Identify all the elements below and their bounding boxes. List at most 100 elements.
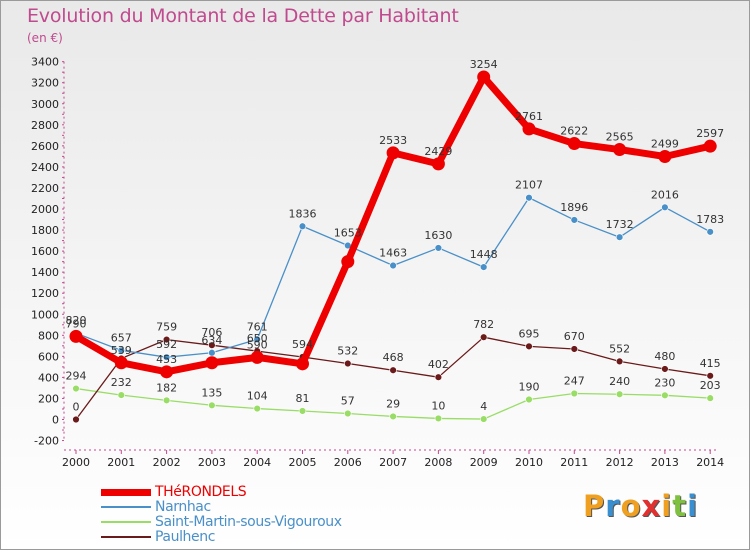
data-point-therondels xyxy=(703,139,717,153)
y-tick-label: -200 xyxy=(34,435,59,448)
y-tick-label: 3000 xyxy=(31,98,59,111)
y-tick-label: 2600 xyxy=(31,140,59,153)
data-label-narnhac: 634 xyxy=(201,334,222,347)
data-point-therondels xyxy=(69,329,83,343)
chart-title: Evolution du Montant de la Dette par Hab… xyxy=(27,5,459,27)
data-point-therondels xyxy=(386,146,400,160)
data-label-paulhenc: 782 xyxy=(473,318,494,331)
data-point-therondels xyxy=(296,357,309,371)
y-tick-label: 0 xyxy=(52,414,59,427)
data-point-paulhenc xyxy=(162,335,171,344)
data-label-saint-martin-sous-vigouroux: 247 xyxy=(564,375,585,388)
y-tick-label: 2200 xyxy=(31,182,59,195)
x-tick-label: 2006 xyxy=(334,456,362,469)
data-label-narnhac: 1783 xyxy=(696,213,724,226)
legend-label-narnhac: Narnhac xyxy=(155,499,211,515)
data-point-paulhenc xyxy=(480,333,488,341)
data-point-therondels xyxy=(114,356,128,370)
x-tick-label: 2000 xyxy=(62,456,90,469)
data-point-paulhenc xyxy=(208,341,216,349)
data-label-paulhenc: 670 xyxy=(564,330,585,343)
data-label-paulhenc: 759 xyxy=(156,321,177,334)
data-point-saint-martin-sous-vigouroux xyxy=(253,404,261,413)
data-point-narnhac xyxy=(117,346,126,355)
data-point-saint-martin-sous-vigouroux xyxy=(162,396,171,405)
data-point-paulhenc xyxy=(344,359,352,368)
data-point-saint-martin-sous-vigouroux xyxy=(434,414,443,423)
data-point-therondels xyxy=(431,157,445,171)
data-point-therondels xyxy=(205,356,219,370)
legend: THéRONDELS Narnhac Saint-Martin-sous-Vig… xyxy=(101,485,342,545)
data-label-saint-martin-sous-vigouroux: 190 xyxy=(519,381,540,394)
data-point-therondels xyxy=(160,365,174,379)
data-point-saint-martin-sous-vigouroux xyxy=(570,389,578,398)
data-point-therondels xyxy=(522,122,536,136)
data-label-narnhac: 657 xyxy=(111,331,132,344)
data-point-therondels xyxy=(341,255,355,269)
data-label-saint-martin-sous-vigouroux: 29 xyxy=(386,397,400,410)
y-tick-label: 3200 xyxy=(31,77,59,90)
y-tick-label: 400 xyxy=(38,371,59,384)
data-point-saint-martin-sous-vigouroux xyxy=(208,401,216,409)
data-label-narnhac: 1448 xyxy=(470,248,498,261)
x-tick-label: 2009 xyxy=(470,456,498,469)
logo-letter: t xyxy=(672,489,688,523)
data-point-saint-martin-sous-vigouroux xyxy=(117,391,126,399)
data-label-paulhenc: 532 xyxy=(337,345,358,358)
legend-label-saint-martin: Saint-Martin-sous-Vigouroux xyxy=(155,514,342,530)
legend-item-therondels: THéRONDELS xyxy=(101,485,342,500)
x-tick-label: 2005 xyxy=(289,456,317,469)
data-label-therondels: 2499 xyxy=(651,137,679,150)
data-point-saint-martin-sous-vigouroux xyxy=(661,391,669,399)
data-point-paulhenc xyxy=(661,365,669,373)
proxiti-logo: Proxiti xyxy=(583,489,698,523)
data-label-narnhac: 1630 xyxy=(424,229,452,242)
data-point-narnhac xyxy=(480,263,488,271)
data-label-narnhac: 592 xyxy=(156,338,177,351)
data-point-narnhac xyxy=(253,335,261,344)
data-point-saint-martin-sous-vigouroux xyxy=(389,412,397,421)
data-point-therondels xyxy=(567,137,581,151)
logo-letter: i xyxy=(687,489,699,523)
data-label-paulhenc: 706 xyxy=(201,326,222,339)
logo-letter: x xyxy=(641,489,662,523)
data-label-paulhenc: 0 xyxy=(73,401,80,414)
data-point-paulhenc xyxy=(389,366,397,374)
data-point-narnhac xyxy=(434,244,443,252)
data-label-paulhenc: 468 xyxy=(383,351,404,364)
data-label-narnhac: 761 xyxy=(247,320,268,333)
data-label-paulhenc: 402 xyxy=(428,358,449,371)
data-label-therondels: 3254 xyxy=(470,58,498,71)
data-label-narnhac: 1653 xyxy=(334,227,362,240)
data-point-saint-martin-sous-vigouroux xyxy=(72,384,80,393)
y-tick-label: 200 xyxy=(38,392,59,405)
y-tick-label: 2400 xyxy=(31,161,59,174)
y-tick-label: 1400 xyxy=(31,266,59,279)
data-label-paulhenc: 415 xyxy=(700,357,721,370)
x-tick-label: 2003 xyxy=(198,456,226,469)
data-label-therondels: 590 xyxy=(247,338,268,351)
data-label-therondels: 2622 xyxy=(560,125,588,138)
data-point-paulhenc xyxy=(570,345,578,353)
data-point-therondels xyxy=(250,350,264,364)
y-tick-label: 600 xyxy=(38,350,59,363)
y-tick-label: 3400 xyxy=(31,56,59,69)
x-tick-label: 2014 xyxy=(696,456,724,469)
data-label-saint-martin-sous-vigouroux: 57 xyxy=(341,395,355,408)
data-point-saint-martin-sous-vigouroux xyxy=(706,394,714,402)
data-label-saint-martin-sous-vigouroux: 81 xyxy=(296,392,310,405)
data-label-paulhenc: 552 xyxy=(609,342,630,355)
legend-swatch-saint-martin xyxy=(101,521,151,523)
data-point-saint-martin-sous-vigouroux xyxy=(344,409,352,418)
x-tick-label: 2010 xyxy=(515,456,543,469)
y-tick-label: 2000 xyxy=(31,203,59,216)
data-point-therondels xyxy=(613,143,627,157)
x-tick-label: 2008 xyxy=(424,456,452,469)
y-tick-label: 2800 xyxy=(31,119,59,132)
data-point-paulhenc xyxy=(525,342,533,351)
logo-letter: o xyxy=(620,489,642,523)
data-label-therondels: 2597 xyxy=(696,127,724,140)
data-point-therondels xyxy=(477,70,491,84)
data-point-narnhac xyxy=(615,233,624,241)
data-label-therondels: 2565 xyxy=(606,131,634,144)
